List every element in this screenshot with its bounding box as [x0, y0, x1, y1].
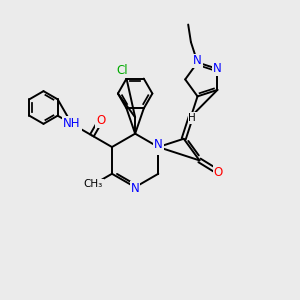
Text: NH: NH: [63, 117, 81, 130]
Text: N: N: [193, 55, 202, 68]
Text: Cl: Cl: [116, 64, 128, 77]
Text: N: N: [154, 138, 163, 151]
Text: H: H: [188, 113, 196, 123]
Text: N: N: [213, 62, 222, 75]
Text: N: N: [131, 182, 140, 195]
Text: O: O: [214, 166, 223, 178]
Text: S: S: [154, 140, 162, 154]
Text: CH₃: CH₃: [84, 179, 103, 190]
Text: O: O: [96, 114, 105, 127]
